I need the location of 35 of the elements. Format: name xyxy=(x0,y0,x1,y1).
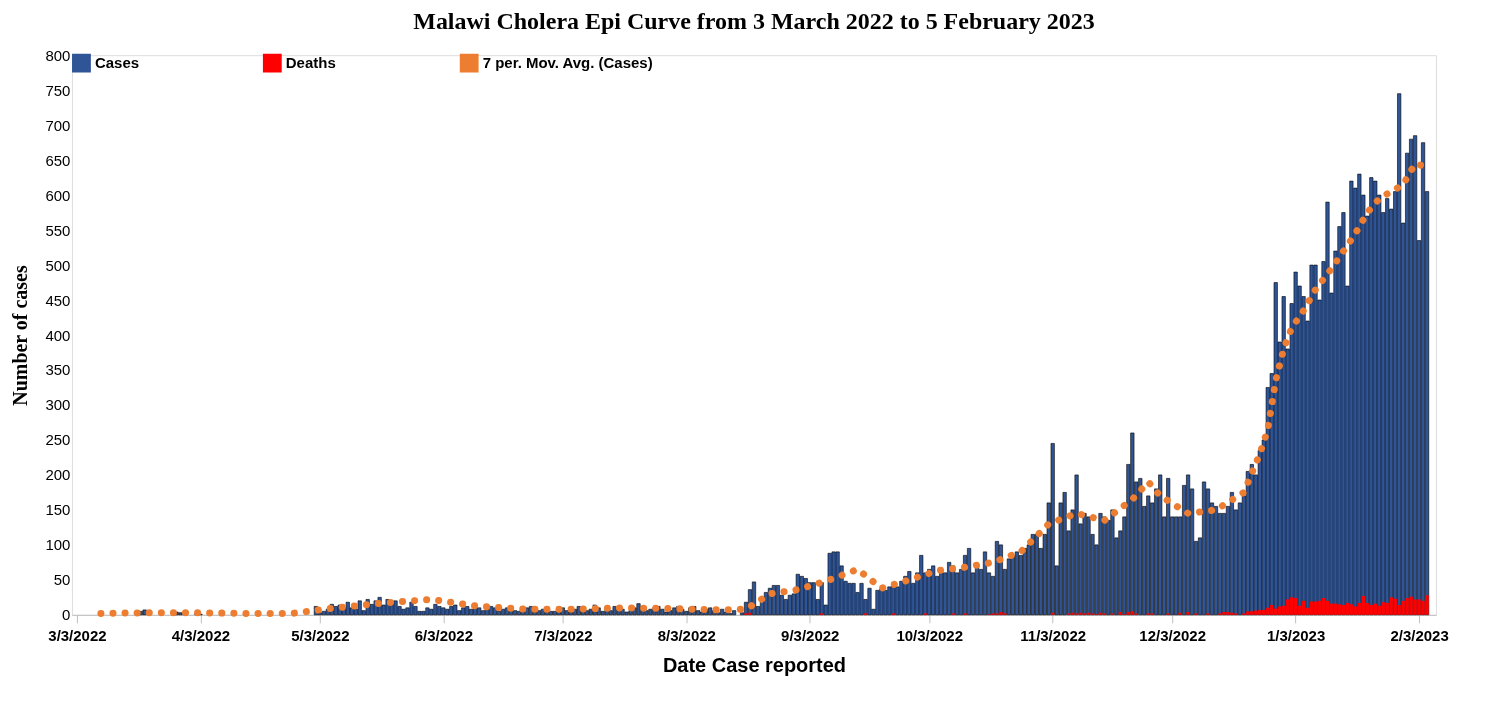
y-tick-label: 450 xyxy=(45,291,71,309)
y-tick-label: 500 xyxy=(45,256,71,274)
y-tick-label: 300 xyxy=(45,396,71,414)
y-axis-title: Number of cases xyxy=(9,265,32,406)
x-tick-label: 1/3/2023 xyxy=(1266,627,1326,645)
y-tick-label: 350 xyxy=(45,361,71,379)
y-tick-label: 200 xyxy=(45,466,71,484)
y-tick-label: 650 xyxy=(45,151,71,169)
legend-label: Cases xyxy=(94,54,140,72)
y-tick-label: 600 xyxy=(45,186,71,204)
x-tick-label: 2/3/2023 xyxy=(1390,627,1449,645)
y-tick-label: 50 xyxy=(53,571,71,589)
y-tick-label: 0 xyxy=(62,606,71,624)
legend-label: 7 per. Mov. Avg. (Cases) xyxy=(482,54,653,72)
y-tick-label: 400 xyxy=(45,326,71,344)
x-tick-label: 6/3/2022 xyxy=(414,627,473,645)
y-tick-label: 100 xyxy=(45,536,71,554)
x-tick-label: 11/3/2022 xyxy=(1020,627,1087,645)
x-tick-label: 5/3/2022 xyxy=(291,627,350,645)
x-axis-title: Date Case reported xyxy=(662,654,847,677)
x-tick-label: 9/3/2022 xyxy=(781,627,840,645)
y-tick-label: 550 xyxy=(45,221,71,239)
y-tick-label: 150 xyxy=(45,501,71,519)
y-tick-label: 250 xyxy=(45,431,71,449)
x-tick-label: 7/3/2022 xyxy=(534,627,593,645)
x-tick-label: 4/3/2022 xyxy=(171,627,231,645)
y-tick-label: 750 xyxy=(45,81,71,99)
chart-title: Malawi Cholera Epi Curve from 3 March 2022 to 5 February 2023 xyxy=(413,8,1095,35)
x-tick-label: 10/3/2022 xyxy=(896,627,964,645)
x-tick-label: 8/3/2022 xyxy=(657,627,716,645)
x-tick-label: 3/3/2022 xyxy=(48,627,107,645)
y-tick-label: 800 xyxy=(45,46,71,64)
legend-label: Deaths xyxy=(285,54,336,72)
x-tick-label: 12/3/2022 xyxy=(1139,627,1206,645)
y-tick-label: 700 xyxy=(45,116,71,134)
